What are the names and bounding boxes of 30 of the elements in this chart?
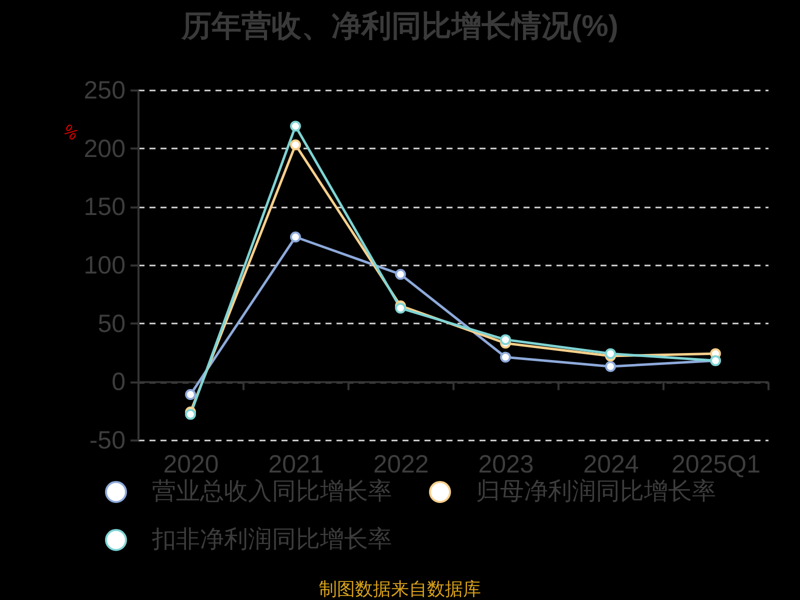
- point: [500, 352, 511, 363]
- point: [290, 139, 301, 150]
- point: [185, 389, 196, 400]
- point: [395, 302, 406, 314]
- point: [290, 120, 301, 132]
- y-tick-label: 0: [112, 368, 126, 396]
- legend-label: 营业总收入同比增长率: [152, 478, 392, 505]
- legend-label: 归母净利润同比增长率: [476, 478, 716, 505]
- x-tick-label: 2025Q1: [672, 450, 760, 478]
- x-tick-label: 2022: [373, 450, 429, 478]
- point: [185, 408, 196, 420]
- y-tick-label: 250: [84, 76, 126, 104]
- y-tick-label: 50: [98, 310, 126, 338]
- text: 制图数据来自数据库: [319, 579, 481, 599]
- y-tick-label: 150: [84, 193, 126, 222]
- y-tick-label: 100: [84, 252, 126, 280]
- chart-title: 历年营收、净利同比增长情况(%): [180, 10, 618, 43]
- y-axis-title: %: [59, 122, 82, 144]
- y-tick-label: 200: [84, 134, 126, 163]
- point: [290, 232, 301, 242]
- point: [395, 268, 406, 280]
- point: [500, 334, 511, 346]
- x-tick-label: 2020: [163, 450, 219, 478]
- legend-label: 扣非净利润同比增长率: [151, 526, 392, 553]
- x-tick-label: 2024: [583, 450, 639, 478]
- y-tick-label: -50: [89, 426, 126, 454]
- x-tick-label: 2023: [478, 450, 534, 478]
- point: [605, 361, 616, 372]
- x-tick-label: 2021: [268, 450, 324, 478]
- point: [605, 348, 616, 360]
